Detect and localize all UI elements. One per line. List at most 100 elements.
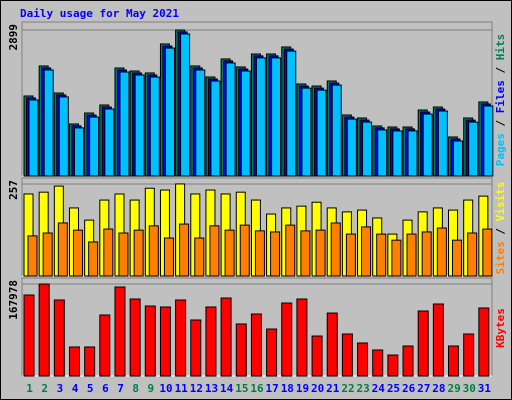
bar: [372, 349, 384, 377]
bar: [190, 319, 202, 377]
x-tick-label: 12: [190, 382, 203, 395]
bar: [205, 306, 217, 377]
bar: [104, 108, 115, 177]
bar: [467, 232, 478, 277]
bar: [250, 313, 262, 377]
bar: [377, 129, 388, 177]
bar: [266, 328, 278, 377]
bar: [341, 333, 353, 377]
x-tick-label: 15: [235, 382, 248, 395]
bar: [239, 224, 250, 277]
legend-entry: Visits: [494, 182, 507, 222]
bar: [180, 33, 191, 177]
bar: [483, 105, 494, 177]
bar: [391, 239, 402, 277]
x-tick-label: 19: [296, 382, 309, 395]
bar: [220, 297, 232, 377]
x-tick-label: 29: [447, 382, 460, 395]
legend: Sites / Visits: [494, 182, 507, 275]
chart-title: Daily usage for May 2021: [20, 7, 179, 20]
bar: [331, 84, 342, 177]
bar: [437, 110, 448, 177]
bar: [422, 113, 433, 177]
bar: [281, 302, 293, 377]
bar: [482, 228, 493, 277]
bar: [300, 230, 311, 277]
bar: [478, 307, 490, 377]
bar: [148, 225, 159, 277]
bar: [129, 298, 141, 377]
x-tick-label: 23: [357, 382, 370, 395]
x-tick-label: 13: [205, 382, 218, 395]
bar: [406, 233, 417, 277]
bar: [330, 222, 341, 277]
bar: [179, 223, 190, 277]
x-tick-label: 4: [72, 382, 79, 395]
bar: [72, 229, 83, 277]
bar: [392, 130, 403, 177]
x-tick-label: 22: [341, 382, 354, 395]
bar: [210, 80, 221, 177]
bar: [225, 62, 236, 177]
bar: [346, 118, 357, 177]
bar: [38, 283, 50, 377]
bar: [271, 57, 282, 177]
bar: [28, 99, 39, 177]
bar: [453, 140, 464, 177]
legend-entry: Sites: [494, 241, 507, 274]
bar: [448, 345, 460, 377]
bar: [286, 50, 297, 177]
x-tick-label: 1: [26, 382, 33, 395]
bar: [255, 57, 266, 177]
bar: [119, 71, 130, 177]
x-tick-label: 26: [402, 382, 416, 395]
x-tick-label: 17: [266, 382, 279, 395]
bar: [68, 346, 80, 377]
bar: [42, 232, 53, 277]
legend-entry: KBytes: [494, 308, 507, 348]
x-tick-label: 25: [387, 382, 400, 395]
bar: [53, 299, 65, 377]
bar: [88, 241, 99, 277]
bar: [421, 231, 432, 277]
bar: [357, 342, 369, 377]
legend: KBytes: [494, 308, 507, 348]
bar: [345, 233, 356, 277]
bar: [149, 76, 160, 177]
x-tick-label: 11: [175, 382, 189, 395]
x-tick-label: 18: [281, 382, 294, 395]
bar: [163, 237, 174, 277]
x-tick-label: 30: [463, 382, 476, 395]
x-tick-label: 31: [478, 382, 492, 395]
bar: [417, 310, 429, 377]
y-tick-label: 257: [7, 180, 20, 200]
legend: Pages / Files / Hits: [494, 34, 507, 167]
legend-entry: Hits: [494, 34, 507, 61]
x-tick-label: 7: [117, 382, 124, 395]
bar: [209, 225, 220, 277]
x-tick-label: 27: [417, 382, 430, 395]
bar: [326, 312, 338, 377]
bar: [285, 224, 296, 277]
bar: [407, 130, 418, 177]
legend-separator: /: [494, 113, 507, 133]
bar: [452, 239, 463, 277]
y-tick-label: 2899: [7, 24, 20, 51]
bar: [57, 222, 68, 277]
bar: [240, 70, 251, 177]
x-tick-label: 8: [132, 382, 139, 395]
bar: [224, 229, 235, 277]
bar: [316, 89, 327, 177]
bar: [436, 227, 447, 277]
x-tick-label: 3: [57, 382, 64, 395]
x-tick-label: 9: [148, 382, 155, 395]
bar: [144, 305, 156, 377]
legend-separator: /: [494, 60, 507, 80]
x-tick-label: 10: [159, 382, 172, 395]
bar: [402, 345, 414, 377]
bar: [296, 298, 308, 377]
bar: [159, 306, 171, 377]
bar: [27, 235, 38, 277]
bar: [118, 232, 129, 277]
